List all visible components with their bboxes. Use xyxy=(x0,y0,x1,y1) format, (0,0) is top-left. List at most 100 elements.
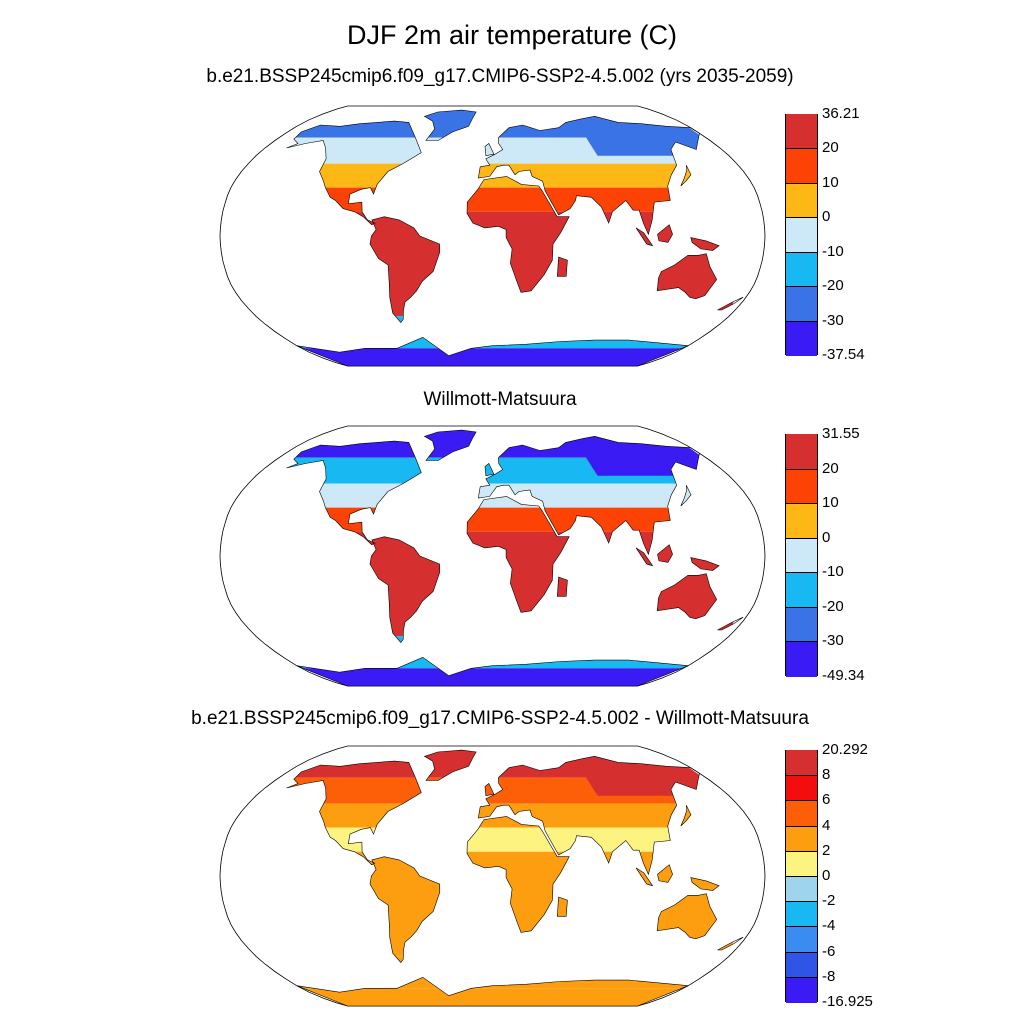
colorbar-segment xyxy=(786,775,817,802)
colorbar-segment xyxy=(786,251,817,288)
coastline-greenland xyxy=(423,429,477,461)
colorbar-segment xyxy=(786,825,817,853)
panel-3-colorbar xyxy=(785,750,818,1004)
colorbar-tick-label: 10 xyxy=(822,494,839,512)
coastline-south-america xyxy=(369,216,441,323)
coastline-africa xyxy=(466,176,570,293)
coastline-australia xyxy=(656,253,718,300)
coastline-australia xyxy=(656,893,718,940)
panel-3-map xyxy=(219,745,766,1007)
colorbar-tick-label: -10 xyxy=(822,242,844,260)
colorbar-tick-label: 20.292 xyxy=(822,741,868,758)
colorbar-tick-label: -37.54 xyxy=(822,346,865,363)
colorbar-tick-label: -8 xyxy=(822,967,836,985)
panel-2-map xyxy=(219,425,766,687)
colorbar-tick-label: -2 xyxy=(822,892,836,910)
colorbar-tick-label: 36.21 xyxy=(822,105,860,122)
colorbar-segment xyxy=(786,286,817,323)
coastline-antarctica xyxy=(296,656,689,687)
coastline-new-guinea xyxy=(690,557,720,571)
colorbar-tick-label: -6 xyxy=(822,942,836,960)
coastline-new-zealand xyxy=(717,616,744,631)
coastline-uk xyxy=(484,463,495,477)
colorbar-segment xyxy=(786,468,817,505)
panel-1-colorbar xyxy=(785,114,818,357)
coastline-antarctica xyxy=(296,976,689,1007)
colorbar-tick-label: 0 xyxy=(822,208,831,226)
colorbar-segment xyxy=(786,572,817,609)
coastline-sumatra xyxy=(635,867,654,887)
colorbar-segment xyxy=(786,901,817,928)
coastline-uk xyxy=(484,783,495,797)
coastline-south-america xyxy=(369,536,441,643)
coastline-japan xyxy=(680,805,692,827)
colorbar-tick-label: 2 xyxy=(822,841,831,859)
colorbar-segment xyxy=(786,641,817,678)
colorbar-segment xyxy=(786,926,817,954)
coastline-madagascar xyxy=(556,576,568,597)
colorbar-tick-label: -30 xyxy=(822,311,844,329)
panel-2-colorbar xyxy=(785,434,818,678)
coastline-new-zealand xyxy=(717,936,744,951)
colorbar-tick-label: 20 xyxy=(822,459,839,477)
coastline-borneo xyxy=(657,864,673,883)
colorbar-segment xyxy=(786,976,817,1004)
colorbar-tick-label: -10 xyxy=(822,563,844,581)
coastline-japan xyxy=(680,485,692,507)
colorbar-tick-label: -16.925 xyxy=(822,993,873,1010)
coastline-australia xyxy=(656,573,718,620)
band-antarctica_deep xyxy=(301,348,684,366)
coastline-south-america xyxy=(369,856,441,963)
coastline-borneo xyxy=(657,224,673,243)
colorbar-segment xyxy=(786,217,817,254)
coastline-eurasia xyxy=(477,115,700,236)
colorbar-segment xyxy=(786,750,817,776)
colorbar-tick-label: 10 xyxy=(822,173,839,191)
coastline-japan xyxy=(680,165,692,187)
panel-2-title: Willmott-Matsuura xyxy=(423,389,577,410)
coastline-new-guinea xyxy=(690,877,720,891)
colorbar-segment xyxy=(786,320,817,357)
coastline-madagascar xyxy=(556,896,568,917)
coastline-eurasia xyxy=(477,755,700,876)
band-antarctica_deep xyxy=(301,988,684,1006)
colorbar-segment xyxy=(786,503,817,540)
coastline-sumatra xyxy=(635,547,654,567)
colorbar-tick-label: -20 xyxy=(822,277,844,295)
colorbar-tick-label: 0 xyxy=(822,867,831,884)
coastline-madagascar xyxy=(556,256,568,277)
coastline-uk xyxy=(484,143,495,157)
coastline-greenland xyxy=(423,749,477,781)
coastline-new-zealand xyxy=(717,296,744,311)
coastline-north-america xyxy=(286,760,422,866)
coastline-africa xyxy=(466,496,570,613)
coastline-sumatra xyxy=(635,227,654,247)
colorbar-tick-label: 20 xyxy=(822,139,839,157)
colorbar-tick-label: -30 xyxy=(822,632,844,650)
coastline-new-guinea xyxy=(690,237,720,251)
colorbar-segment xyxy=(786,951,817,979)
colorbar-segment xyxy=(786,182,817,219)
colorbar-tick-label: 6 xyxy=(822,791,831,809)
figure-title: DJF 2m air temperature (C) xyxy=(346,20,678,50)
coastline-north-america xyxy=(286,440,422,546)
coastline-north-america xyxy=(286,120,422,226)
coastline-eurasia xyxy=(477,435,700,556)
panel-1-title: b.e21.BSSP245cmip6.f09_g17.CMIP6-SSP2-4.… xyxy=(206,66,794,87)
colorbar-segment xyxy=(786,537,817,574)
colorbar-tick-label: 4 xyxy=(822,816,831,834)
colorbar-segment xyxy=(786,148,817,185)
colorbar-tick-label: 0 xyxy=(822,528,831,546)
colorbar-tick-label: -20 xyxy=(822,597,844,615)
panel-1-map xyxy=(219,105,766,367)
coastline-antarctica xyxy=(296,336,689,367)
colorbar-segment xyxy=(786,800,817,828)
coastline-borneo xyxy=(657,544,673,563)
panel-3-title: b.e21.BSSP245cmip6.f09_g17.CMIP6-SSP2-4.… xyxy=(191,708,809,729)
colorbar-tick-label: 31.55 xyxy=(822,425,860,442)
colorbar-segment xyxy=(786,850,817,878)
colorbar-segment xyxy=(786,606,817,643)
colorbar-segment xyxy=(786,114,817,149)
colorbar-tick-label: -4 xyxy=(822,917,836,935)
colorbar-segment xyxy=(786,434,817,470)
